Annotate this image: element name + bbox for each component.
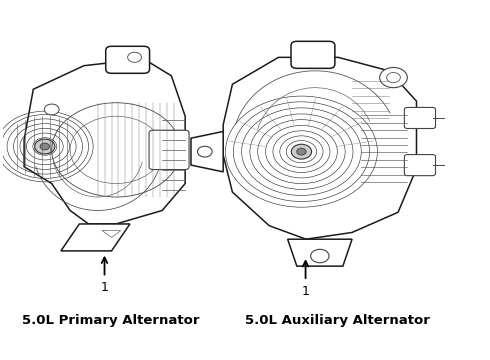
- Polygon shape: [61, 224, 130, 251]
- Polygon shape: [24, 59, 185, 224]
- Circle shape: [387, 72, 400, 82]
- FancyBboxPatch shape: [149, 130, 189, 170]
- FancyBboxPatch shape: [291, 41, 335, 68]
- Circle shape: [297, 148, 306, 155]
- Text: 5.0L Auxiliary Alternator: 5.0L Auxiliary Alternator: [245, 314, 430, 327]
- Polygon shape: [223, 57, 416, 239]
- FancyBboxPatch shape: [404, 154, 436, 176]
- Polygon shape: [288, 239, 352, 266]
- Circle shape: [197, 146, 212, 157]
- FancyBboxPatch shape: [404, 107, 436, 129]
- Circle shape: [44, 104, 59, 115]
- Text: 5.0L Primary Alternator: 5.0L Primary Alternator: [22, 314, 199, 327]
- FancyBboxPatch shape: [106, 46, 149, 73]
- Polygon shape: [191, 131, 223, 172]
- Circle shape: [40, 143, 49, 150]
- Circle shape: [127, 52, 142, 62]
- Circle shape: [35, 139, 55, 154]
- Circle shape: [380, 67, 407, 88]
- Circle shape: [292, 144, 312, 159]
- Text: 1: 1: [100, 281, 108, 294]
- Text: 1: 1: [302, 284, 310, 298]
- Circle shape: [311, 249, 329, 263]
